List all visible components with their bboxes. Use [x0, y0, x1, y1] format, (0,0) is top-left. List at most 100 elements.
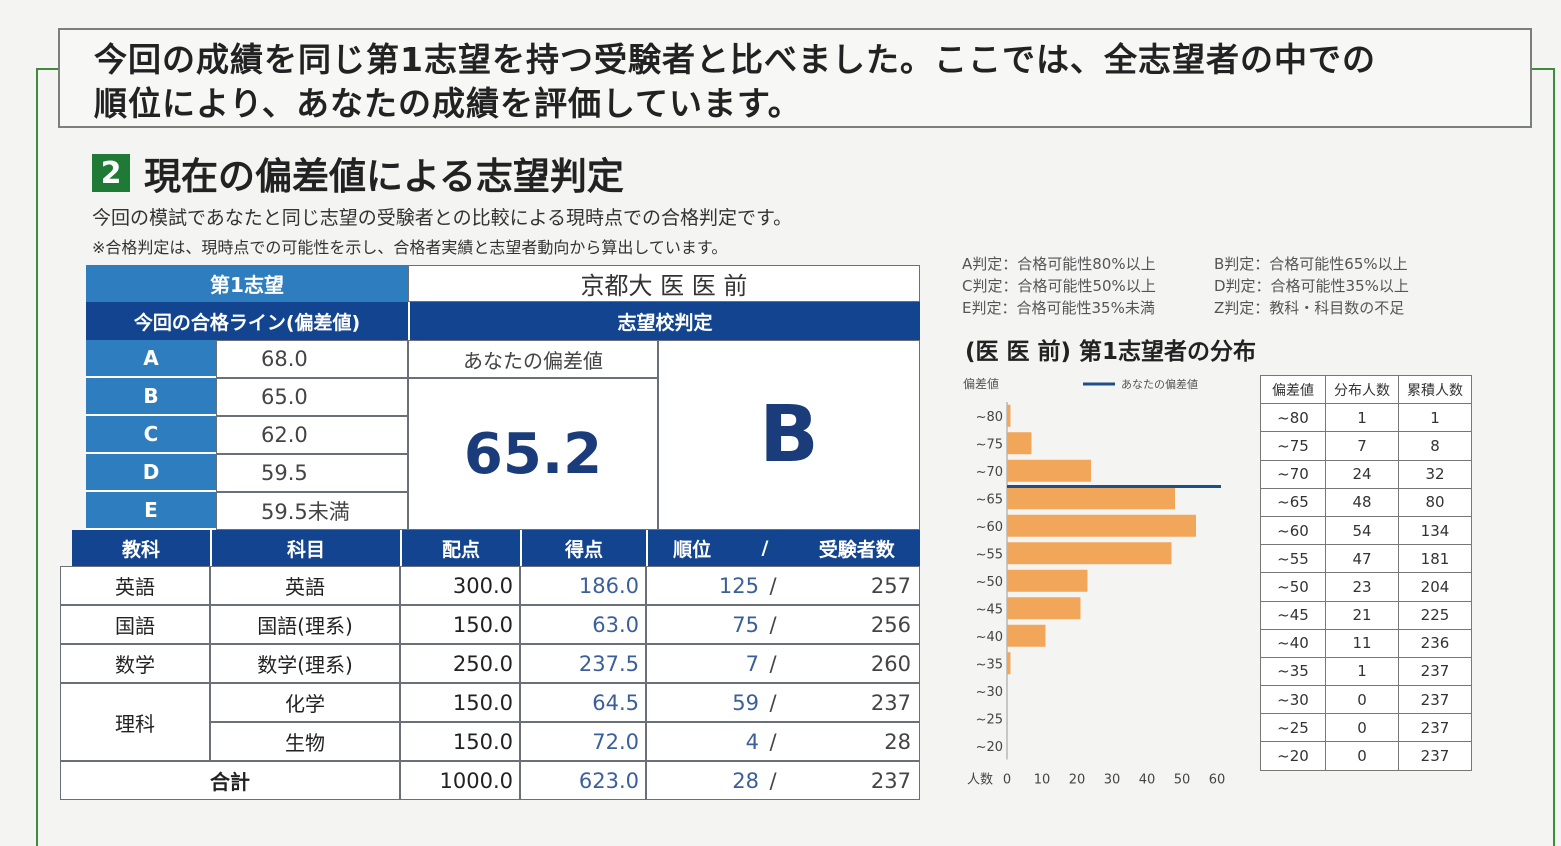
table-cell: ~65 [1260, 487, 1326, 517]
total-examinees: 237 [870, 768, 911, 793]
x-tick-label: 0 [1003, 773, 1011, 788]
subject-group: 国語 [60, 605, 210, 644]
legend-item: D判定：合格可能性35%以上 [1214, 277, 1409, 295]
table-cell: 54 [1325, 515, 1399, 546]
bar [1007, 404, 1011, 427]
table-cell: 32 [1398, 459, 1472, 489]
note: ※合格判定は、現時点での可能性を示し、合格者実績と志望者動向から算出しています。 [92, 238, 728, 257]
bar [1007, 569, 1088, 592]
subject-name: 英語 [210, 566, 400, 605]
rank-slash: / [769, 768, 777, 793]
table-row: ~50 23 204 [1260, 572, 1472, 602]
y-axis-label: 偏差値 [963, 376, 999, 391]
col-header: 分布人数 [1325, 374, 1399, 405]
max-score: 150.0 [400, 683, 520, 722]
intro-box: 今回の成績を同じ第1志望を持つ受験者と比べました。ここでは、全志望者の中での 順… [58, 28, 1532, 128]
x-tick-label: 10 [1034, 773, 1051, 788]
y-tick-label: ~65 [976, 492, 1003, 507]
rank-slash: / [769, 729, 777, 754]
table-row: ~65 48 80 [1260, 487, 1472, 517]
y-tick-label: ~50 [976, 575, 1003, 590]
rank-cell: 7 / 260 [646, 644, 920, 683]
your-score-value: 65.2 [408, 378, 658, 530]
table-cell: ~55 [1260, 544, 1326, 574]
legend-label: あなたの偏差値 [1121, 377, 1198, 391]
y-tick-label: ~55 [976, 547, 1003, 562]
table-cell: 21 [1325, 600, 1399, 630]
legend-row: C判定：合格可能性50%以上 D判定：合格可能性35%以上 [962, 275, 1409, 297]
y-tick-label: ~45 [976, 602, 1003, 617]
table-cell: 134 [1398, 515, 1472, 546]
rank-cell: 59 / 237 [646, 683, 920, 722]
table-cell: 48 [1325, 487, 1399, 517]
table-cell: 0 [1325, 713, 1399, 743]
distribution-chart: 偏差値 あなたの偏差値 ~80 ~75 ~70 ~65 ~60 ~55 ~50 ~45 ~40 ~35… [963, 376, 1226, 788]
pass-line-value: 62.0 [216, 416, 408, 454]
x-tick-label: 40 [1139, 773, 1156, 788]
bar [1007, 624, 1046, 647]
rank: 125 [718, 573, 759, 598]
score: 63.0 [520, 605, 646, 644]
header-subject-group: 教科 [72, 530, 210, 566]
legend-item: B判定：合格可能性65%以上 [1214, 255, 1408, 273]
legend-item: A判定：合格可能性80%以上 [962, 255, 1156, 273]
judgement-label: 志望校判定 [408, 302, 920, 340]
table-row: ~80 1 1 [1260, 403, 1472, 433]
subject-group: 理科 [60, 683, 210, 761]
header-score: 得点 [520, 530, 646, 566]
subject-name: 国語(理系) [210, 605, 400, 644]
subject-name: 生物 [210, 722, 400, 761]
header-examinees: 受験者数 [818, 538, 895, 561]
x-tick-label: 20 [1069, 773, 1086, 788]
table-cell: 47 [1325, 544, 1399, 574]
table-row: ~30 0 237 [1260, 685, 1472, 715]
table-cell: ~75 [1260, 431, 1326, 461]
y-tick-label: ~30 [976, 685, 1003, 700]
total-rank: 28 [732, 768, 759, 793]
table-row: ~75 7 8 [1260, 431, 1472, 461]
examinees: 256 [870, 612, 911, 637]
legend-item: C判定：合格可能性50%以上 [962, 277, 1156, 295]
table-row: ~60 54 134 [1260, 515, 1472, 546]
table-cell: 181 [1398, 544, 1472, 574]
examinees: 260 [870, 651, 911, 676]
header-slash: / [761, 537, 769, 559]
max-score: 250.0 [400, 644, 520, 683]
col-header: 偏差値 [1260, 374, 1326, 405]
rank-slash: / [769, 573, 777, 598]
grade-letter: C [86, 416, 216, 454]
frame-line [36, 68, 38, 846]
first-choice-label: 第1志望 [86, 265, 408, 302]
grade-letter: D [86, 454, 216, 492]
header-rank: 順位 / 受験者数 [646, 530, 920, 566]
rank: 7 [745, 651, 759, 676]
table-cell: 236 [1398, 628, 1472, 658]
pass-line-value: 59.5 [216, 454, 408, 492]
table-cell: 225 [1398, 600, 1472, 630]
table-row: ~20 0 237 [1260, 741, 1472, 771]
table-row: ~25 0 237 [1260, 713, 1472, 743]
table-row: ~45 21 225 [1260, 600, 1472, 630]
grade-letter: B [86, 378, 216, 416]
bar [1007, 514, 1196, 537]
y-tick-label: ~20 [976, 740, 1003, 755]
bar [1007, 459, 1091, 482]
intro-line-1: 今回の成績を同じ第1志望を持つ受験者と比べました。ここでは、全志望者の中での [94, 40, 1376, 79]
table-cell: ~40 [1260, 628, 1326, 658]
table-cell: 1 [1398, 403, 1472, 433]
pass-line-label: 今回の合格ライン(偏差値) [86, 302, 408, 340]
y-tick-label: ~70 [976, 465, 1003, 480]
total-score: 623.0 [520, 761, 646, 800]
header-max: 配点 [400, 530, 520, 566]
table-cell: ~25 [1260, 713, 1326, 743]
grade-letter: A [86, 340, 216, 378]
subject-name: 数学(理系) [210, 644, 400, 683]
table-cell: 1 [1325, 403, 1399, 433]
table-cell: 0 [1325, 685, 1399, 715]
x-tick-label: 60 [1209, 773, 1226, 788]
section-title-text: 現在の偏差値による志望判定 [144, 155, 624, 198]
subject-group: 数学 [60, 644, 210, 683]
total-rank-cell: 28 / 237 [646, 761, 920, 800]
section-number-badge: 2 [92, 154, 130, 192]
max-score: 300.0 [400, 566, 520, 605]
